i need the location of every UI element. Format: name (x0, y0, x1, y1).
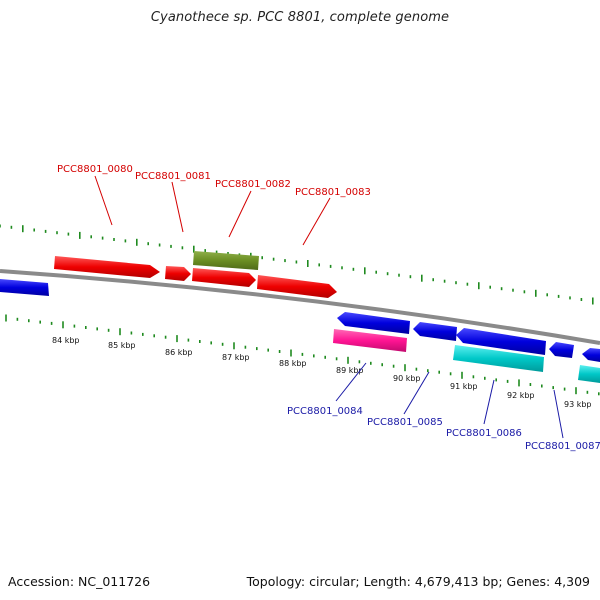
upper-tick-track (0, 224, 594, 305)
genome-backbone (0, 269, 600, 345)
forward-strand-genes (54, 251, 337, 298)
gene-arrow[interactable] (257, 275, 337, 298)
bottom-gene-labels: PCC8801_0084 PCC8801_0085 PCC8801_0086 P… (287, 406, 600, 452)
gene-arrow[interactable] (549, 342, 574, 358)
scale-label: 93 kbp (564, 400, 592, 409)
gene-arrow[interactable] (456, 328, 546, 355)
gene-label[interactable]: PCC8801_0083 (295, 187, 371, 198)
gene-arrow[interactable] (165, 266, 191, 281)
gene-arrow[interactable] (413, 322, 457, 341)
scale-label: 85 kbp (108, 341, 136, 350)
gene-arrow[interactable] (0, 279, 49, 296)
accession-label: Accession: NC_011726 (8, 574, 151, 589)
gene-arrow[interactable] (192, 268, 256, 287)
gene-block-cyan[interactable] (578, 365, 600, 383)
gene-label[interactable]: PCC8801_0085 (367, 417, 443, 428)
gene-label[interactable]: PCC8801_0081 (135, 171, 211, 182)
gene-label[interactable]: PCC8801_0087 (525, 441, 600, 452)
gene-label[interactable]: PCC8801_0084 (287, 406, 363, 417)
gene-label[interactable]: PCC8801_0082 (215, 179, 291, 190)
scale-labels: 84 kbp 85 kbp 86 kbp 87 kbp 88 kbp 89 kb… (52, 336, 592, 409)
scale-label: 87 kbp (222, 353, 250, 362)
scale-label: 91 kbp (450, 382, 478, 391)
gene-arrow[interactable] (582, 348, 600, 362)
reverse-strand-genes (0, 279, 600, 383)
scale-label: 86 kbp (165, 348, 193, 357)
scale-label: 84 kbp (52, 336, 80, 345)
bottom-label-leaders (335, 362, 564, 439)
top-gene-labels: PCC8801_0080 PCC8801_0081 PCC8801_0082 P… (57, 164, 371, 198)
gene-block-olive[interactable] (193, 251, 259, 270)
gene-label[interactable]: PCC8801_0080 (57, 164, 133, 175)
scale-label: 92 kbp (507, 391, 535, 400)
gene-label[interactable]: PCC8801_0086 (446, 428, 522, 439)
gene-arrow[interactable] (337, 312, 410, 334)
scale-label: 90 kbp (393, 374, 421, 383)
gene-arrow[interactable] (54, 256, 160, 278)
page-title: Cyanothece sp. PCC 8801, complete genome (150, 10, 450, 25)
gene-block-cyan[interactable] (453, 345, 544, 372)
lower-tick-track (5, 314, 600, 396)
scale-label: 89 kbp (336, 366, 364, 375)
top-label-leaders (94, 175, 331, 246)
genome-summary: Topology: circular; Length: 4,679,413 bp… (246, 574, 590, 589)
scale-label: 88 kbp (279, 359, 307, 368)
gene-block-magenta[interactable] (333, 329, 407, 352)
